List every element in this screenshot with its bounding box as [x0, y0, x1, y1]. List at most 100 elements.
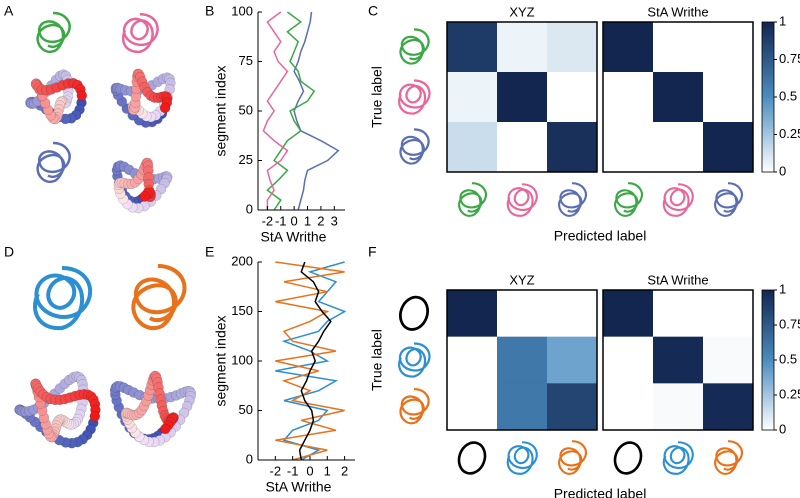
y-axis-label: True label — [369, 329, 385, 391]
row-icon — [398, 79, 431, 115]
heatmap-cell — [653, 336, 704, 384]
colorbar-tick-label: 0.75 — [779, 51, 800, 66]
x-tick-label: -1 — [275, 213, 287, 228]
y-axis-label: segment index — [213, 315, 229, 406]
x-tick-label: -2 — [270, 463, 282, 478]
heatmap-cell — [547, 72, 598, 123]
knot-icon — [36, 141, 71, 184]
heatmap-cell — [653, 122, 704, 173]
colorbar-tick-label: 1 — [779, 13, 786, 28]
heatmap-cell — [703, 336, 754, 384]
y-tick-label: 100 — [231, 352, 253, 367]
heatmap-title: StA Writhe — [647, 272, 708, 287]
bead — [159, 102, 171, 114]
heatmap-cell — [497, 383, 548, 431]
x-tick-label: -2 — [262, 213, 274, 228]
panel-label: F — [368, 244, 377, 260]
heatmap-frame — [446, 21, 598, 173]
x-tick-label: 2 — [341, 463, 348, 478]
heatmap-cell — [603, 22, 654, 73]
x-tick-label: -1 — [287, 463, 299, 478]
heatmap-cell — [703, 22, 754, 73]
x-tick-label: 0 — [291, 213, 298, 228]
y-tick-label: 0 — [246, 201, 253, 216]
colorbar-tick-label: 1 — [779, 281, 786, 296]
panel-label: B — [205, 3, 214, 19]
x-axis-label: StA Writhe — [266, 479, 332, 495]
heatmap-title: StA Writhe — [647, 4, 708, 19]
column-icon — [506, 183, 538, 217]
heatmap-frame — [446, 289, 598, 431]
row-icon — [399, 28, 430, 65]
y-tick-label: 100 — [231, 3, 253, 18]
heatmap-cell — [497, 22, 548, 73]
panel-label: E — [205, 244, 214, 260]
heatmap-cell — [653, 383, 704, 431]
series-line — [275, 261, 347, 461]
y-axis-label: True label — [369, 66, 385, 128]
heatmap-cell — [547, 383, 598, 431]
heatmap-frame — [602, 289, 754, 431]
knot-icon — [131, 264, 187, 331]
y-axis-label: segment index — [213, 65, 229, 156]
row-icon — [399, 387, 430, 425]
heatmap-cell — [603, 122, 654, 173]
column-icon — [453, 437, 491, 479]
x-axis-label: StA Writhe — [261, 229, 327, 245]
bead — [89, 410, 101, 422]
column-icon — [558, 182, 587, 217]
column-icon — [714, 182, 743, 217]
column-icon — [662, 441, 694, 475]
panel-label: C — [368, 3, 378, 19]
heatmap-cell — [497, 336, 548, 384]
y-tick-label: 75 — [239, 53, 253, 68]
x-tick-label: 0 — [306, 463, 313, 478]
column-icon — [506, 441, 538, 475]
row-icon — [398, 342, 431, 378]
bead — [160, 423, 171, 435]
heatmap-cell — [603, 336, 654, 384]
heatmap-cell — [603, 290, 654, 337]
heatmap-cell — [447, 383, 498, 431]
heatmap-cell — [497, 72, 548, 123]
heatmap-cell — [547, 122, 598, 173]
heatmap-frame — [602, 21, 754, 173]
heatmap-cell — [547, 290, 598, 337]
knot-icon — [33, 266, 93, 331]
x-tick-label: 1 — [324, 463, 331, 478]
heatmap-cell — [653, 22, 704, 73]
colorbar — [761, 21, 775, 173]
series-line — [298, 261, 332, 461]
heatmap-title: XYZ — [509, 272, 534, 287]
knot-icon — [121, 13, 159, 54]
column-icon — [714, 440, 743, 475]
colorbar-tick-label: 0.75 — [779, 316, 800, 331]
bead-renderings — [14, 68, 197, 449]
heatmap-cell — [547, 336, 598, 384]
x-tick-label: 1 — [304, 213, 311, 228]
heatmap-cell — [703, 72, 754, 123]
x-tick-label: 3 — [331, 213, 338, 228]
heatmap-cell — [653, 72, 704, 123]
colorbar-tick-label: 0.25 — [779, 386, 800, 401]
heatmap-cell — [603, 72, 654, 123]
colorbar-tick-label: 0.5 — [779, 88, 797, 103]
knot-icon — [36, 11, 71, 54]
colorbar-tick-label: 0.5 — [779, 351, 797, 366]
y-tick-label: 50 — [239, 102, 253, 117]
x-axis-label: Predicted label — [554, 228, 647, 244]
x-axis-label: Predicted label — [554, 486, 647, 498]
panel-label: A — [4, 3, 14, 19]
bead — [139, 191, 150, 202]
bead — [76, 90, 88, 101]
column-icon — [614, 182, 643, 217]
heatmap-cell — [703, 290, 754, 337]
series-line — [275, 261, 345, 461]
heatmap-cell — [497, 122, 548, 173]
series-line — [262, 11, 289, 210]
colorbar-tick-label: 0 — [779, 421, 786, 436]
column-icon — [662, 183, 694, 217]
heatmap-cell — [447, 22, 498, 73]
heatmap-cell — [603, 383, 654, 431]
